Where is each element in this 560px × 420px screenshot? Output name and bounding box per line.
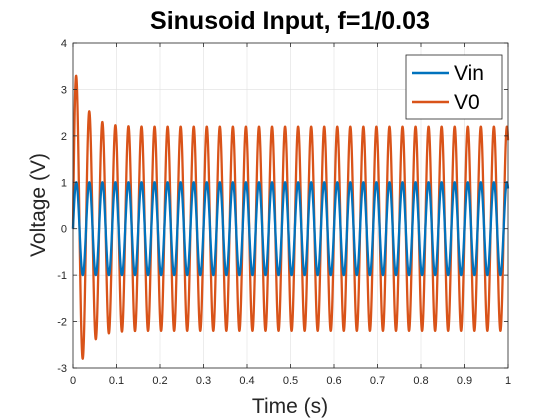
y-tick-label: 1 xyxy=(61,177,67,189)
legend-box xyxy=(405,54,503,120)
x-tick-label: 0.7 xyxy=(370,375,385,387)
legend-label-v0: V0 xyxy=(454,91,480,114)
y-tick-label: -3 xyxy=(57,363,67,375)
x-tick-label: 0.5 xyxy=(283,375,298,387)
x-tick-label: 0.8 xyxy=(413,375,428,387)
x-tick-label: 0.2 xyxy=(152,375,167,387)
x-tick-label: 0.6 xyxy=(326,375,341,387)
series-line-vin xyxy=(71,181,510,277)
y-tick-label: -1 xyxy=(57,270,67,282)
x-tick-label: 0.4 xyxy=(239,375,254,387)
y-tick-label: -2 xyxy=(57,317,67,329)
x-tick-label: 0 xyxy=(70,375,76,387)
legend: Vin V0 xyxy=(405,54,503,120)
x-tick-label: 0.9 xyxy=(457,375,472,387)
legend-label-vin: Vin xyxy=(454,62,484,85)
x-tick-label: 0.3 xyxy=(196,375,211,387)
x-tick-label: 1 xyxy=(505,375,511,387)
y-tick-label: 2 xyxy=(61,131,67,143)
chart-title: Sinusoid Input, f=1/0.03 xyxy=(150,7,430,35)
y-axis-label: Voltage (V) xyxy=(27,153,50,257)
x-tick-label: 0.1 xyxy=(109,375,124,387)
ticks: 0 0.1 0.2 0.3 0.4 0.5 0.6 0.7 0.8 0.9 1 -3 -2 -1 0 1 2 3 4 xyxy=(57,38,511,387)
y-tick-label: 0 xyxy=(61,224,67,236)
series-layer xyxy=(71,74,510,360)
y-tick-label: 3 xyxy=(61,84,67,96)
x-axis-label: Time (s) xyxy=(252,395,328,418)
y-tick-label: 4 xyxy=(61,38,67,50)
